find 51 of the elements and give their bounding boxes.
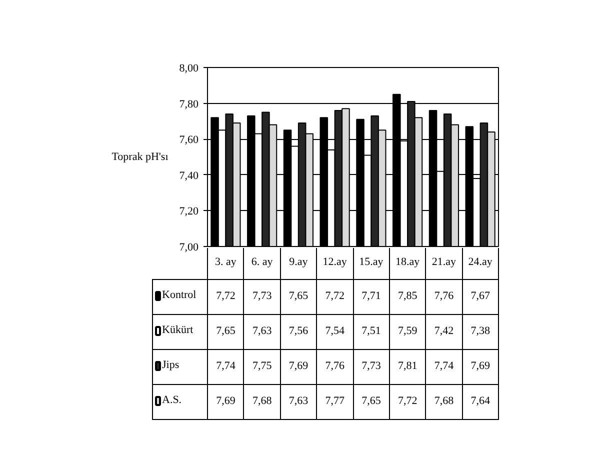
data-label: 7,69 — [462, 349, 498, 384]
data-label: 7,71 — [353, 279, 390, 314]
data-label: 7,59 — [389, 314, 426, 349]
data-label: 7,76 — [316, 349, 353, 384]
data-label: 7,67 — [462, 279, 498, 314]
data-label: 7,65 — [280, 279, 317, 314]
data-label: 7,72 — [389, 384, 426, 419]
data-label: 7,81 — [389, 349, 426, 384]
y-axis-title: Toprak pH'sı — [112, 151, 168, 163]
data-label: 7,65 — [208, 314, 244, 349]
data-label: 7,69 — [208, 384, 244, 419]
x-tick-label: 21.ay — [426, 248, 462, 279]
data-label: 7,76 — [426, 279, 462, 314]
x-tick-label: 6. ay — [244, 248, 280, 279]
y-tick-label: 8,00 — [179, 62, 199, 74]
data-label: 7,63 — [244, 314, 280, 349]
data-label: 7,51 — [353, 314, 390, 349]
y-tick-label: 7,00 — [179, 242, 199, 254]
data-label: 7,77 — [316, 384, 353, 419]
data-label: 7,73 — [353, 349, 390, 384]
data-label: 7,65 — [353, 384, 390, 419]
data-label: 7,85 — [389, 279, 426, 314]
legend-label: Kontrol — [162, 289, 196, 302]
data-label: 7,68 — [426, 384, 462, 419]
y-tick-label: 7,40 — [179, 170, 199, 182]
y-tick-label: 7,80 — [179, 98, 199, 110]
data-label: 7,54 — [316, 314, 353, 349]
data-label: 7,64 — [462, 384, 498, 419]
data-label: 7,56 — [280, 314, 317, 349]
data-label: 7,75 — [244, 349, 280, 384]
x-tick-label: 3. ay — [208, 248, 244, 279]
data-label: 7,74 — [426, 349, 462, 384]
legend-label: Kükürt — [162, 324, 194, 336]
data-label: 7,38 — [462, 314, 498, 349]
y-tick-label: 7,20 — [179, 206, 199, 218]
x-tick-label: 9.ay — [280, 248, 317, 279]
data-label: 7,69 — [280, 349, 317, 384]
data-label: 7,72 — [316, 279, 353, 314]
data-label: 7,73 — [244, 279, 280, 314]
data-label: 7,72 — [208, 279, 244, 314]
x-tick-label: 18.ay — [389, 248, 426, 279]
data-label: 7,42 — [426, 314, 462, 349]
y-tick-label: 7,60 — [179, 134, 199, 146]
x-tick-label: 15.ay — [353, 248, 390, 279]
data-label: 7,63 — [280, 384, 317, 419]
x-tick-label: 24.ay — [462, 248, 498, 279]
x-tick-label: 12.ay — [316, 248, 353, 279]
data-label: 7,74 — [208, 349, 244, 384]
legend-label: Jips — [162, 359, 180, 372]
data-label: 7,68 — [244, 384, 280, 419]
legend-label: A.S. — [162, 394, 182, 406]
